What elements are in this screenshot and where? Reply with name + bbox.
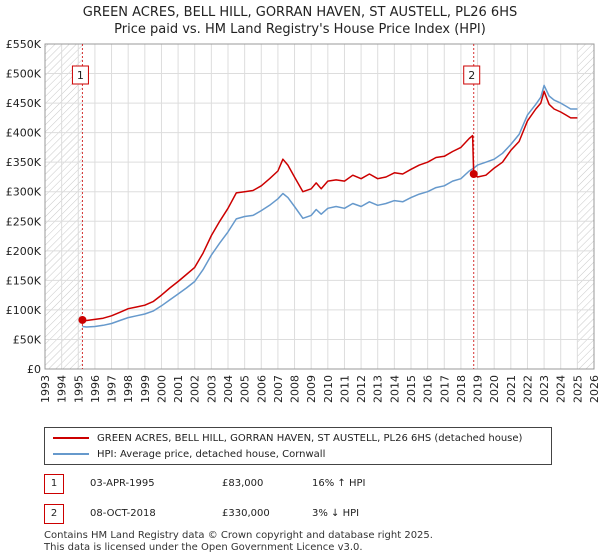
x-tick-label: 2010 (322, 375, 335, 403)
y-tick-label: £300K (6, 186, 42, 199)
x-tick-label: 2025 (571, 375, 584, 403)
x-tick-label: 2026 (588, 375, 600, 403)
legend-label-property: GREEN ACRES, BELL HILL, GORRAN HAVEN, ST… (97, 432, 523, 444)
legend-swatch-property (53, 437, 89, 439)
x-tick-label: 2017 (438, 375, 451, 403)
sale-point (78, 315, 87, 324)
y-tick-label: £550K (6, 38, 42, 51)
x-tick-label: 1995 (72, 375, 85, 403)
x-tick-label: 2018 (455, 375, 468, 403)
x-tick-label: 2020 (488, 375, 501, 403)
y-tick-label: £200K (6, 245, 42, 258)
transaction-date: 03-APR-1995 (90, 478, 155, 489)
x-tick-label: 1996 (89, 375, 102, 403)
legend-item-hpi: HPI: Average price, detached house, Corn… (53, 446, 325, 462)
legend-swatch-hpi (53, 453, 89, 455)
x-tick-label: 2004 (222, 375, 235, 403)
transaction-date: 08-OCT-2018 (90, 508, 156, 519)
transaction-badge: 1 (44, 474, 64, 494)
x-tick-label: 2019 (472, 375, 485, 403)
transaction-hpi-diff: 3% ↓ HPI (312, 508, 360, 519)
transaction-hpi-diff: 16% ↑ HPI (312, 478, 366, 489)
plot-frame (44, 43, 595, 370)
y-tick-label: £400K (6, 127, 42, 140)
sale-label: 2 (468, 69, 475, 82)
price-chart: £0 £50K £100K £150K £200K £250K £300K £350K £400… (6, 38, 600, 403)
x-tick-label: 2024 (555, 375, 568, 403)
x-tick-label: 1998 (122, 375, 135, 403)
y-tick-label: £450K (6, 97, 42, 110)
legend: GREEN ACRES, BELL HILL, GORRAN HAVEN, ST… (44, 427, 552, 465)
footer-licence: This data is licensed under the Open Gov… (44, 542, 363, 553)
y-tick-label: £250K (6, 215, 42, 228)
x-tick-label: 2006 (255, 375, 268, 403)
sale-label-box (463, 65, 481, 85)
sale-label-box (71, 65, 89, 85)
chart-title-line2: Price paid vs. HM Land Registry's House … (114, 22, 486, 37)
x-tick-label: 2013 (372, 375, 385, 403)
x-tick-label: 2003 (205, 375, 218, 403)
sale-label: 1 (77, 69, 84, 82)
x-tick-label: 2015 (405, 375, 418, 403)
x-tick-label: 1993 (39, 375, 52, 403)
x-tick-label: 2001 (172, 375, 185, 403)
y-tick-label: £50K (13, 333, 42, 346)
transaction-price: £330,000 (222, 508, 270, 519)
x-tick-label: 2023 (538, 375, 551, 403)
transaction-badge: 2 (44, 504, 64, 524)
x-tick-label: 2022 (521, 375, 534, 403)
hpi-line (82, 84, 578, 328)
y-tick-label: £350K (6, 156, 42, 169)
x-tick-label: 1999 (139, 375, 152, 403)
x-tick-label: 2002 (189, 375, 202, 403)
footer-copyright: Contains HM Land Registry data © Crown c… (44, 530, 433, 541)
sale-point (469, 170, 478, 178)
x-tick-label: 2007 (272, 375, 285, 403)
x-tick-label: 2000 (155, 375, 168, 403)
chart-title-line1: GREEN ACRES, BELL HILL, GORRAN HAVEN, ST… (82, 5, 518, 20)
x-tick-label: 2014 (388, 375, 401, 403)
x-tick-label: 1997 (106, 375, 119, 403)
y-tick-label: £100K (6, 304, 42, 317)
hatched-region (45, 44, 83, 369)
legend-label-hpi: HPI: Average price, detached house, Corn… (97, 448, 326, 460)
x-tick-label: 1994 (56, 375, 69, 403)
x-tick-label: 2005 (239, 375, 252, 403)
x-tick-label: 2016 (422, 375, 435, 403)
hatched-region (577, 44, 594, 369)
property-price-line (82, 90, 578, 322)
legend-item-property: GREEN ACRES, BELL HILL, GORRAN HAVEN, ST… (53, 430, 522, 446)
y-tick-label: £150K (6, 274, 42, 287)
x-tick-label: 2011 (338, 375, 351, 403)
y-tick-label: £500K (6, 68, 42, 81)
transaction-price: £83,000 (222, 478, 264, 489)
x-tick-label: 2008 (289, 375, 302, 403)
x-tick-label: 2012 (355, 375, 368, 403)
y-tick-label: £0 (27, 363, 41, 376)
x-tick-label: 2009 (305, 375, 318, 403)
x-tick-label: 2021 (505, 375, 518, 403)
